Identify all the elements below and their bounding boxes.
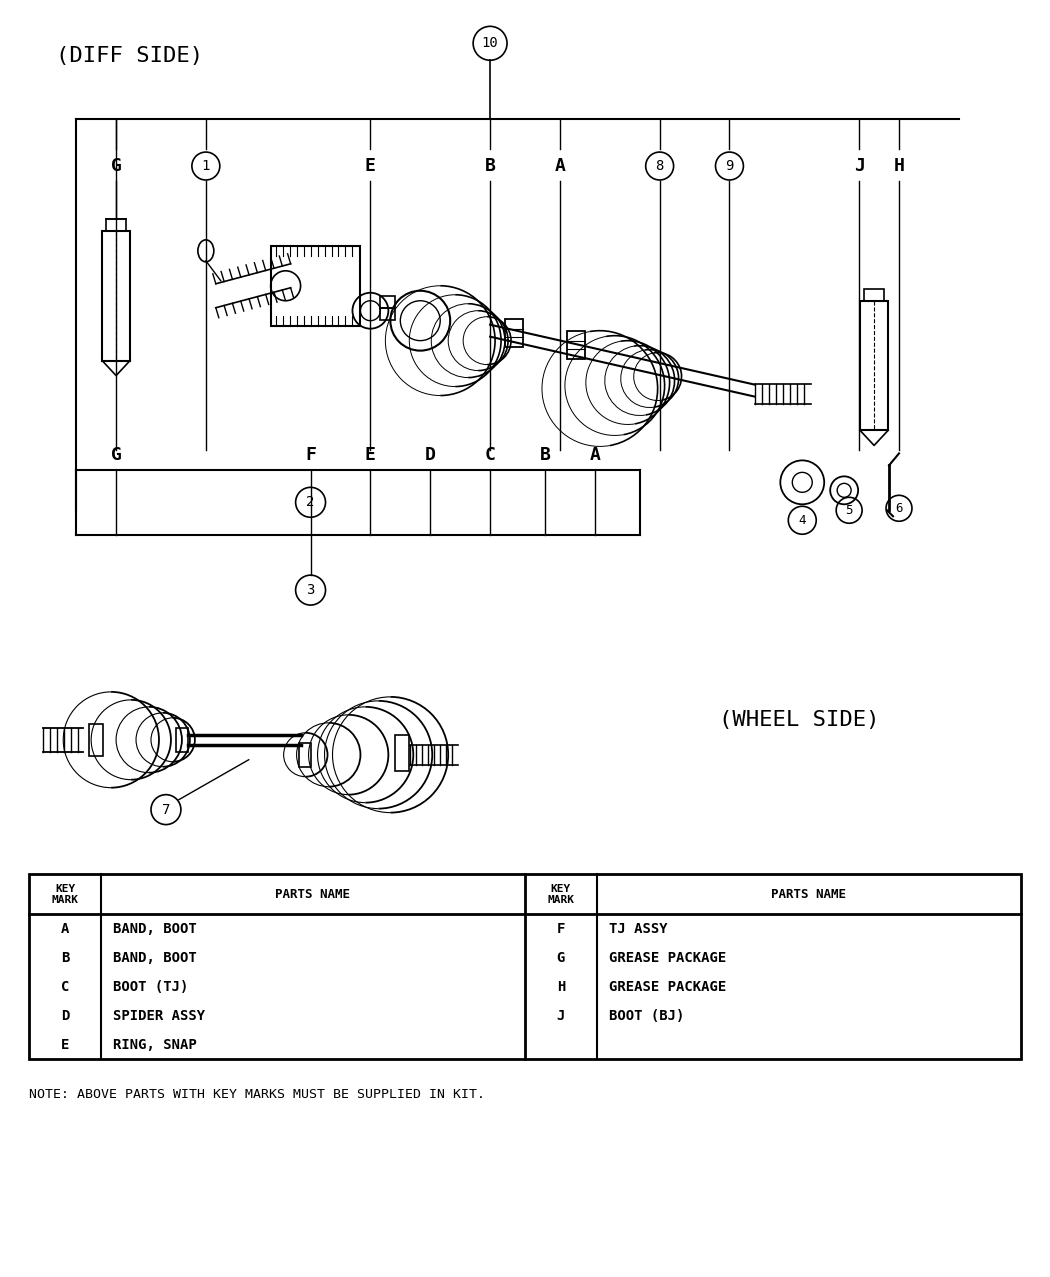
- Text: B: B: [485, 157, 496, 175]
- Text: 7: 7: [162, 803, 170, 816]
- Text: 1: 1: [202, 160, 210, 172]
- Text: 4: 4: [798, 513, 806, 526]
- Text: 2: 2: [307, 495, 315, 510]
- Text: NOTE: ABOVE PARTS WITH KEY MARKS MUST BE SUPPLIED IN KIT.: NOTE: ABOVE PARTS WITH KEY MARKS MUST BE…: [29, 1088, 485, 1101]
- Text: 10: 10: [482, 36, 499, 50]
- Bar: [380, 296, 396, 308]
- Text: H: H: [894, 157, 904, 175]
- Text: PARTS NAME: PARTS NAME: [771, 888, 845, 902]
- Text: G: G: [110, 447, 122, 465]
- Text: A: A: [554, 157, 565, 175]
- Bar: [176, 728, 188, 752]
- Text: GREASE PACKAGE: GREASE PACKAGE: [609, 951, 726, 965]
- Text: BOOT (BJ): BOOT (BJ): [609, 1009, 685, 1023]
- Text: F: F: [556, 922, 565, 936]
- Bar: [298, 743, 311, 766]
- Text: 8: 8: [655, 160, 664, 172]
- Text: G: G: [110, 157, 122, 175]
- Text: D: D: [425, 447, 436, 465]
- Text: 6: 6: [896, 502, 903, 515]
- Text: TJ ASSY: TJ ASSY: [609, 922, 668, 936]
- Text: E: E: [365, 447, 376, 465]
- Text: 5: 5: [845, 504, 853, 517]
- Text: 9: 9: [726, 160, 734, 172]
- Text: PARTS NAME: PARTS NAME: [275, 888, 350, 902]
- Text: BOOT (TJ): BOOT (TJ): [113, 979, 188, 994]
- Text: B: B: [540, 447, 550, 465]
- Bar: [567, 331, 585, 359]
- Text: A: A: [61, 922, 69, 936]
- Bar: [89, 724, 103, 756]
- Text: SPIDER ASSY: SPIDER ASSY: [113, 1009, 205, 1023]
- Text: E: E: [365, 157, 376, 175]
- Bar: [505, 319, 523, 346]
- Text: (DIFF SIDE): (DIFF SIDE): [57, 46, 204, 66]
- Bar: [864, 289, 884, 301]
- Bar: [860, 301, 888, 430]
- Text: F: F: [306, 447, 316, 465]
- Text: B: B: [61, 951, 69, 965]
- Text: J: J: [556, 1009, 565, 1023]
- Text: D: D: [61, 1009, 69, 1023]
- Text: J: J: [854, 157, 864, 175]
- Text: H: H: [556, 979, 565, 994]
- Text: (WHEEL SIDE): (WHEEL SIDE): [719, 710, 880, 730]
- Text: E: E: [61, 1038, 69, 1052]
- Text: C: C: [61, 979, 69, 994]
- Text: BAND, BOOT: BAND, BOOT: [113, 951, 196, 965]
- Bar: [102, 231, 130, 360]
- Text: KEY
MARK: KEY MARK: [547, 884, 574, 905]
- Bar: [106, 218, 126, 231]
- Text: G: G: [556, 951, 565, 965]
- Text: KEY
MARK: KEY MARK: [51, 884, 79, 905]
- Bar: [380, 308, 396, 319]
- Bar: [29, 875, 1021, 1059]
- Text: 3: 3: [307, 584, 315, 598]
- Bar: [271, 246, 360, 326]
- Bar: [396, 734, 410, 771]
- Text: C: C: [485, 447, 496, 465]
- Text: RING, SNAP: RING, SNAP: [113, 1038, 196, 1052]
- Text: A: A: [589, 447, 601, 465]
- Text: BAND, BOOT: BAND, BOOT: [113, 922, 196, 936]
- Text: GREASE PACKAGE: GREASE PACKAGE: [609, 979, 726, 994]
